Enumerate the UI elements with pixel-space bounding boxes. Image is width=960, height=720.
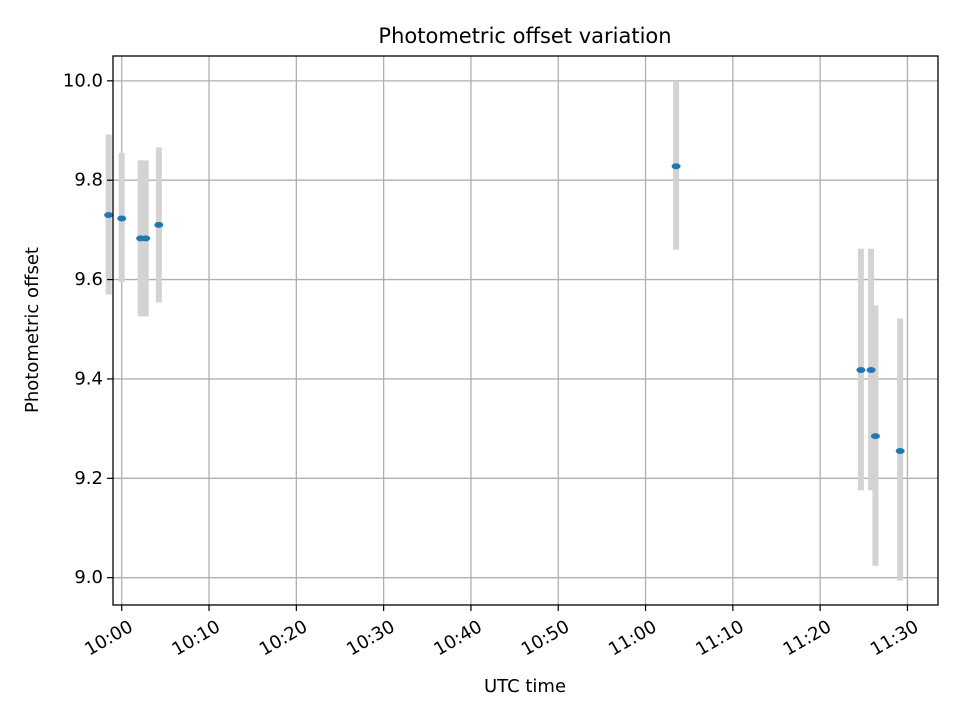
data-point [154,221,164,228]
y-axis-label: Photometric offset [22,247,43,413]
y-tick-label: 9.2 [74,468,103,489]
data-point [866,366,876,373]
data-point [856,366,866,373]
grid [113,56,938,605]
plot-frame [112,55,939,606]
y-tick-label: 9.6 [74,269,103,290]
data-points [104,163,905,454]
y-tick-label: 10.0 [63,70,103,91]
data-point [895,447,905,454]
data-point [141,235,151,242]
y-tick-label: 9.8 [74,170,103,191]
data-point [104,211,114,218]
x-axis-label: UTC time [484,676,566,697]
data-point [671,163,681,170]
y-tick-label: 9.4 [74,368,103,389]
y-tick-label: 9.0 [74,567,103,588]
data-point [870,433,880,440]
data-point [117,215,127,222]
chart-title: Photometric offset variation [378,24,671,48]
